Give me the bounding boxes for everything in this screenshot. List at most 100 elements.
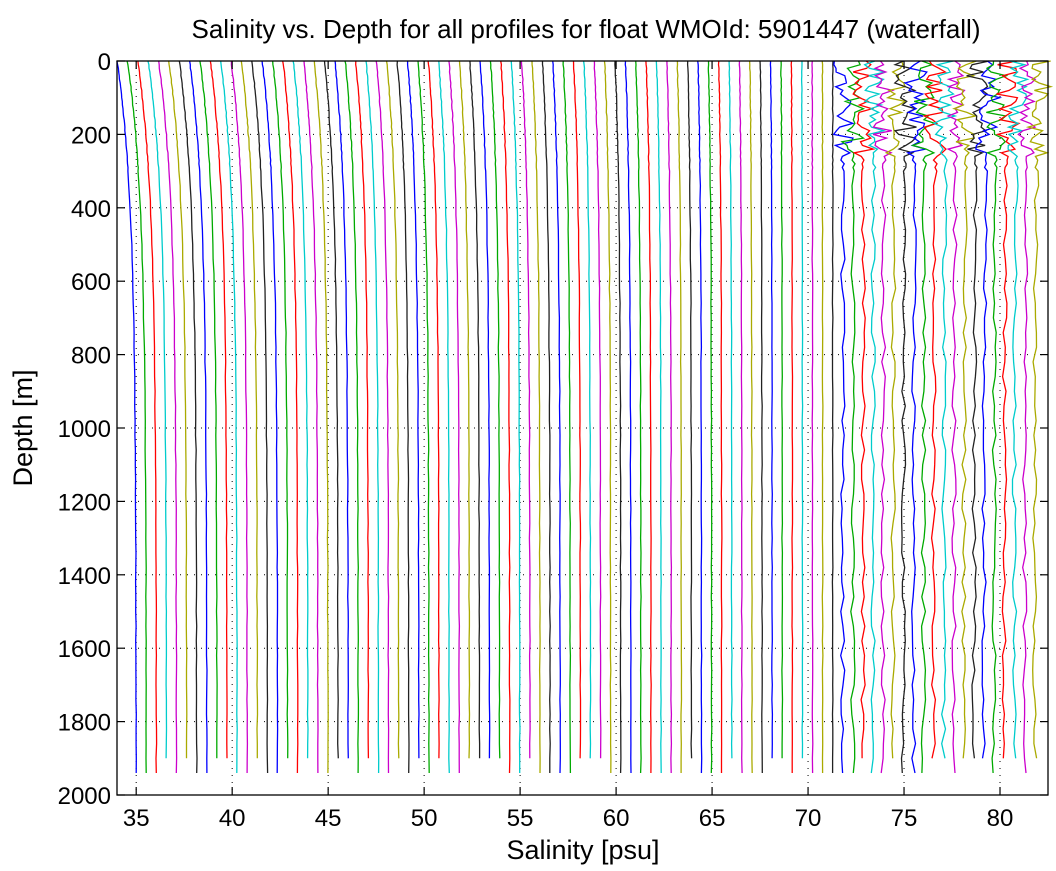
profile-line [303, 60, 319, 774]
profile-line [355, 60, 370, 759]
y-tick-label: 0 [98, 49, 111, 76]
y-tick-label: 1400 [58, 563, 111, 590]
x-tick-label: 65 [699, 805, 726, 832]
profile-line [240, 60, 259, 759]
profile-line [313, 60, 329, 774]
profile-line [199, 60, 218, 759]
profile-line [448, 60, 461, 774]
profile-line [178, 60, 198, 774]
profile-line [759, 60, 763, 774]
profile-line [831, 60, 834, 773]
profile-line [385, 60, 400, 759]
profile-line [489, 60, 501, 759]
profile-line [396, 60, 410, 774]
profile-line [375, 60, 390, 774]
profile-line [406, 61, 420, 759]
y-tick-label: 1800 [58, 710, 111, 737]
profile-line [510, 60, 521, 773]
profile-line [676, 60, 683, 773]
y-tick-label: 1600 [58, 636, 111, 663]
profile-line [158, 60, 178, 774]
chart-title: Salinity vs. Depth for all profiles for … [192, 14, 981, 44]
profile-line [769, 60, 774, 759]
profile-line [603, 60, 612, 774]
profile-line [230, 61, 249, 774]
profile-line [893, 60, 918, 774]
profile-line [272, 60, 289, 759]
y-tick-label: 600 [71, 269, 111, 296]
profile-line [952, 60, 978, 759]
profile-line [552, 60, 561, 774]
profile-line [1017, 60, 1037, 774]
y-tick-label: 800 [71, 343, 111, 370]
x-tick-label: 55 [507, 805, 534, 832]
profile-line [946, 60, 966, 774]
profile-line [811, 60, 814, 774]
y-axis-label: Depth [m] [8, 369, 38, 486]
profile-line [209, 60, 228, 759]
y-tick-label: 2000 [58, 783, 111, 810]
profile-line [728, 60, 733, 759]
profile-line [251, 60, 269, 774]
profile-line [922, 60, 947, 759]
y-tick-label: 200 [71, 122, 111, 149]
x-tick-label: 80 [987, 805, 1014, 832]
profile-line [686, 60, 693, 759]
profile-line [738, 60, 743, 774]
profile-line [531, 60, 541, 774]
profile-line [282, 60, 299, 774]
profile-line [872, 60, 895, 774]
profile-line [666, 60, 673, 774]
profile-line [116, 60, 137, 774]
x-tick-label: 60 [603, 805, 630, 832]
x-tick-label: 35 [123, 805, 150, 832]
profile-line [655, 60, 662, 774]
x-tick-label: 40 [219, 805, 246, 832]
profile-line [790, 60, 794, 773]
profile-line [780, 60, 784, 759]
profile-line [292, 60, 309, 759]
profile-line [635, 60, 642, 774]
profile-line [562, 60, 572, 774]
y-tick-labels: 0 200 400 600 800 1000 1200 1400 1600 1800 2000 [58, 49, 111, 810]
profile-line [975, 60, 1003, 759]
profile-line [985, 60, 1009, 774]
profile-line [932, 60, 958, 759]
x-tick-label: 70 [795, 805, 822, 832]
profile-line [188, 60, 208, 774]
profile-line [147, 60, 168, 759]
profile-line [645, 60, 652, 774]
profile-line [863, 60, 887, 774]
profile-line [458, 60, 471, 759]
profile-line [903, 60, 928, 774]
x-tick-label: 45 [315, 805, 342, 832]
profile-line [220, 60, 238, 774]
profile-line [582, 60, 592, 759]
profile-line [707, 60, 713, 774]
profile-line [469, 60, 481, 759]
profile-line [427, 60, 440, 759]
plot-area [116, 60, 1054, 774]
y-tick-label: 1000 [58, 416, 111, 443]
y-tick-label: 1200 [58, 489, 111, 516]
profile-line [500, 60, 511, 774]
profile-line [748, 60, 753, 774]
profile-line [572, 60, 582, 759]
x-tick-label: 75 [891, 805, 918, 832]
profile-line [624, 60, 632, 774]
profile-line [614, 60, 622, 774]
profile-line [365, 60, 380, 774]
profile-line [334, 60, 349, 759]
profile-line [593, 60, 602, 759]
profile-line [840, 60, 866, 774]
profile-line [541, 61, 551, 773]
x-tick-labels: 35 40 45 50 55 60 65 70 75 80 [123, 805, 1014, 832]
profile-line [261, 60, 279, 774]
profile-line [995, 60, 1021, 759]
profile-line [966, 60, 990, 759]
profile-line [137, 60, 158, 774]
profile-line [852, 60, 876, 759]
profile-line [1025, 60, 1054, 759]
x-tick-label: 50 [411, 805, 438, 832]
